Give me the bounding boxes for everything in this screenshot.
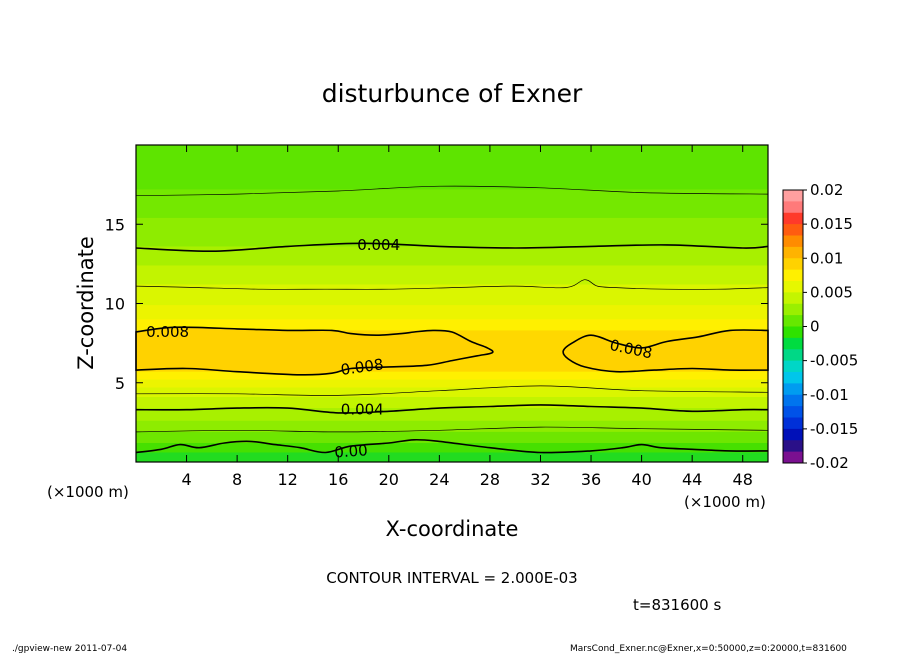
colorbar-segment <box>783 337 803 350</box>
colorbar-tick-label: -0.005 <box>810 352 858 370</box>
contour-lines <box>135 185 769 454</box>
x-tick-label: 32 <box>530 470 550 489</box>
chart-title: disturbunce of Exner <box>322 79 583 108</box>
x-tick-label: 12 <box>278 470 298 489</box>
y-tick-label: 10 <box>105 295 125 314</box>
color-band <box>136 284 768 306</box>
colorbar-segment <box>783 428 803 441</box>
colorbar-segment <box>783 372 803 384</box>
footer-left: ./gpview-new 2011-07-04 <box>12 644 127 654</box>
x-tick-label: 24 <box>429 470 449 489</box>
time-label: t=831600 s <box>633 596 721 614</box>
warm-lobe <box>562 329 769 373</box>
colorbar-segment <box>783 406 803 418</box>
colorbar-segment <box>783 281 803 293</box>
color-band <box>136 397 768 409</box>
colorbar-segment <box>783 258 803 271</box>
x-unit-left: (×1000 m) <box>47 483 129 501</box>
colorbar-tick-label: -0.015 <box>810 420 858 438</box>
colorbar-segment <box>783 360 803 373</box>
colorbar-segment <box>783 303 803 316</box>
contour-line <box>135 242 769 253</box>
colorbar-tick-label: -0.02 <box>810 454 849 472</box>
color-band <box>136 371 768 381</box>
x-tick-label: 4 <box>181 470 191 489</box>
color-band <box>136 319 768 331</box>
colorbar-segment <box>783 224 803 236</box>
contour-label: 0.004 <box>341 401 384 419</box>
contour-line <box>135 279 769 290</box>
warm-lobe <box>135 326 494 376</box>
contour-interval-note: CONTOUR INTERVAL = 2.000E-03 <box>326 569 577 587</box>
contour-line <box>135 438 769 454</box>
contour-line <box>135 385 769 396</box>
colorbar-segment <box>783 246 803 259</box>
contour-line <box>135 404 769 414</box>
color-band <box>136 217 768 247</box>
color-band <box>136 420 768 433</box>
x-tick-label: 8 <box>232 470 242 489</box>
colorbar-tick-label: 0 <box>810 318 820 336</box>
colorbar-tick-label: 0.01 <box>810 249 843 267</box>
color-band <box>136 408 768 422</box>
x-unit-right: (×1000 m) <box>684 493 766 511</box>
warm-lobes <box>135 326 769 376</box>
color-band <box>136 246 768 266</box>
y-axis-label: Z-coordinate <box>74 236 98 370</box>
x-tick-label: 16 <box>328 470 348 489</box>
colorbar-segment <box>783 417 803 430</box>
color-band <box>136 387 768 398</box>
colorbar: 0.02 0.015 0.01 0.005 0 -0.005 -0.01 -0.015 -0.0… <box>782 181 858 472</box>
colorbar-segment <box>783 394 803 407</box>
colorbar-segment <box>783 326 803 339</box>
color-band <box>136 442 768 453</box>
colorbar-segment <box>783 235 803 248</box>
x-axis-label: X-coordinate <box>386 517 519 541</box>
colorbar-tick-label: 0.02 <box>810 181 843 199</box>
color-band <box>136 189 768 219</box>
colorbar-tick-label: 0.005 <box>810 283 853 301</box>
x-tick-label: 48 <box>733 470 753 489</box>
colorbar-segment <box>783 383 803 396</box>
contour-label: 0.008 <box>146 323 189 341</box>
x-tick-label: 36 <box>581 470 601 489</box>
colorbar-tick-label: -0.01 <box>810 386 849 404</box>
contour-label: 0.004 <box>357 236 400 254</box>
x-tick-label: 28 <box>480 470 500 489</box>
color-bands <box>136 145 768 463</box>
color-band <box>136 145 768 190</box>
contour-label: 0.00 <box>334 441 369 461</box>
contour-label: 0.008 <box>340 355 385 379</box>
colorbar-tick-label: 0.015 <box>810 215 853 233</box>
x-tick-label: 44 <box>682 470 702 489</box>
colorbar-segment <box>783 190 803 202</box>
colorbar-segment <box>783 349 803 362</box>
colorbar-segment <box>783 201 803 214</box>
color-band <box>136 431 768 444</box>
contour-line <box>135 426 769 433</box>
color-band <box>136 452 768 463</box>
contour-line <box>135 185 769 197</box>
y-tick-label: 5 <box>115 374 125 393</box>
colorbar-segment <box>783 315 803 327</box>
colorbar-segment <box>783 212 803 225</box>
x-tick-label: 20 <box>379 470 399 489</box>
color-band <box>136 265 768 285</box>
colorbar-segment <box>783 440 803 453</box>
colorbar-segment <box>783 269 803 282</box>
colorbar-segment <box>783 292 803 305</box>
y-tick-label: 15 <box>105 215 125 234</box>
x-tick-label: 40 <box>631 470 651 489</box>
color-band <box>136 379 768 389</box>
color-band <box>136 305 768 320</box>
footer-right: MarsCond_Exner.nc@Exner,x=0:50000,z=0:20… <box>570 644 847 654</box>
colorbar-segment <box>783 451 803 464</box>
